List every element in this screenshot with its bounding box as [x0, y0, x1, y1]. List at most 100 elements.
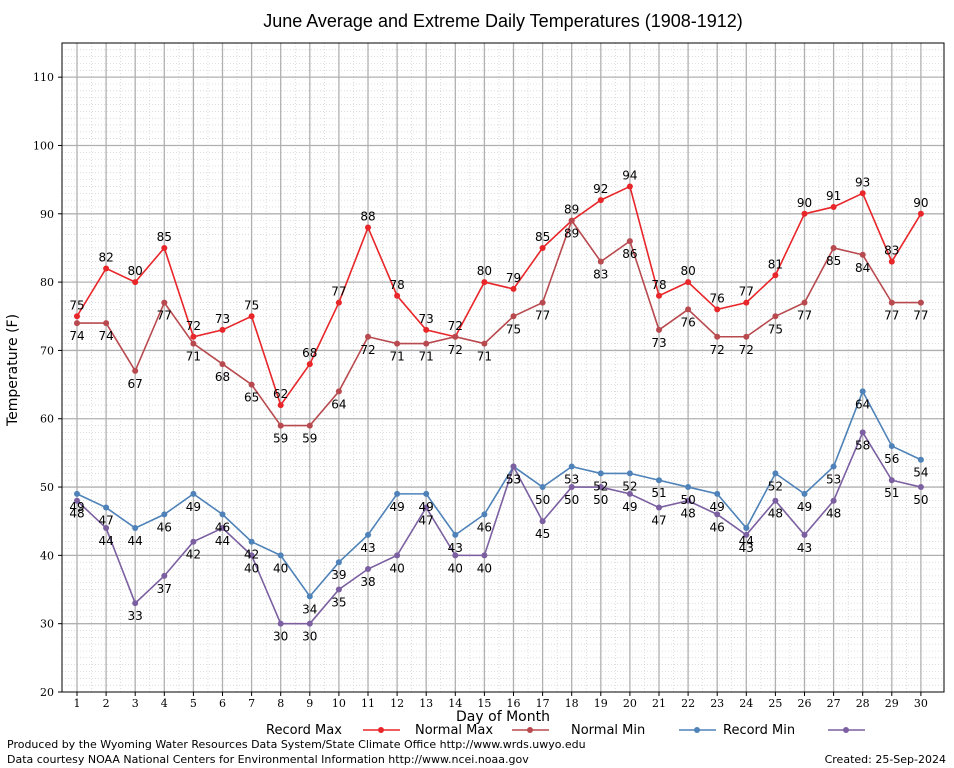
normal-max-data-label: 68	[215, 370, 230, 384]
x-tick-label: 26	[798, 697, 812, 710]
normal-max-data-label: 72	[710, 343, 725, 357]
normal-min-data-label: 49	[69, 500, 84, 514]
record-min-line	[76, 430, 922, 625]
normal-max-data-label: 71	[186, 350, 201, 364]
record-max-data-label: 75	[69, 298, 84, 312]
normal-min-point	[888, 443, 895, 450]
record-max-data-label: 77	[739, 285, 754, 299]
record-min-data-label: 37	[157, 582, 172, 596]
record-min-point	[132, 600, 139, 607]
record-min-point	[888, 477, 895, 484]
record-max-data-label: 89	[564, 203, 579, 217]
x-tick-label: 15	[477, 697, 491, 710]
normal-min-point	[917, 456, 924, 463]
normal-max-data-label: 59	[302, 432, 317, 446]
record-max-data-label: 92	[593, 182, 608, 196]
normal-max-point	[190, 340, 197, 347]
record-max-point	[888, 258, 895, 265]
x-tick-label: 25	[768, 697, 782, 710]
record-max-data-label: 85	[157, 230, 172, 244]
record-max-data-label: 68	[302, 346, 317, 360]
normal-max-data-label: 77	[884, 309, 899, 323]
normal-min-data-label: 34	[302, 602, 317, 616]
record-max-point	[685, 279, 692, 286]
record-max-point	[306, 361, 313, 368]
normal-max-point	[888, 299, 895, 306]
record-min-data-label: 48	[69, 507, 84, 521]
record-max-data-label: 73	[419, 312, 434, 326]
record-min-data-label: 40	[448, 561, 463, 575]
record-min-point	[161, 572, 168, 579]
x-tick-label: 14	[448, 697, 462, 710]
normal-min-data-label: 49	[419, 500, 434, 514]
record-max-point	[394, 292, 401, 299]
record-min-point	[365, 566, 371, 573]
record-min-data-label: 51	[884, 486, 899, 500]
normal-max-point	[568, 217, 575, 224]
plot-frame	[61, 42, 945, 693]
normal-min-point	[248, 538, 255, 545]
record-max-point	[277, 402, 284, 409]
record-min-data-label: 30	[302, 630, 317, 644]
normal-min-data-label: 46	[477, 520, 492, 534]
record-max-point	[626, 183, 633, 190]
normal-max-data-label: 71	[477, 350, 492, 364]
normal-min-data-label: 54	[913, 466, 928, 480]
record-min-data-label: 38	[360, 575, 375, 589]
normal-min-data-label: 44	[739, 534, 754, 548]
record-min-point	[335, 586, 342, 593]
record-max-legend-label: Record Max	[266, 723, 342, 738]
normal-min-point	[539, 484, 546, 491]
record-max-point	[830, 203, 837, 210]
record-max-data-label: 79	[506, 271, 521, 285]
y-tick-label: 100	[33, 139, 54, 152]
record-min-data-label: 49	[622, 500, 637, 514]
record-max-point	[481, 279, 488, 286]
normal-min-data-label: 52	[593, 479, 608, 493]
record-min-point	[190, 538, 197, 545]
record-max-legend-marker	[378, 727, 384, 733]
record-min-point	[510, 463, 517, 470]
record-max-point	[597, 197, 604, 204]
x-tick-label: 16	[507, 697, 521, 710]
x-tick-label: 22	[681, 697, 695, 710]
record-min-data-label: 40	[244, 561, 259, 575]
record-max-point	[714, 306, 721, 313]
record-max-point	[859, 190, 866, 197]
record-max-data-label: 72	[448, 319, 463, 333]
normal-max-data-label: 64	[331, 397, 346, 411]
record-min-data-label: 48	[768, 507, 783, 521]
normal-max-data-label: 74	[69, 329, 84, 343]
normal-min-data-label: 40	[273, 561, 288, 575]
record-max-data-label: 78	[651, 278, 666, 292]
record-max-data-label: 76	[710, 291, 725, 305]
x-tick-label: 11	[361, 697, 375, 710]
normal-min-data-label: 49	[797, 500, 812, 514]
record-max-point	[801, 210, 808, 217]
record-min-point	[423, 504, 430, 511]
record-min-data-label: 43	[739, 541, 754, 555]
normal-min-data-label: 46	[157, 520, 172, 534]
x-tick-label: 1	[74, 697, 81, 710]
normal-max-data-label: 83	[593, 268, 608, 282]
normal-max-data-label: 84	[855, 261, 870, 275]
x-tick-label: 18	[565, 697, 579, 710]
record-min-point	[394, 552, 401, 559]
normal-min-point	[772, 470, 779, 477]
record-min-point	[714, 511, 721, 518]
x-tick-label: 4	[161, 697, 168, 710]
normal-max-data-label: 72	[448, 343, 463, 357]
record-max-point	[335, 299, 342, 306]
normal-max-point	[714, 333, 721, 340]
record-max-data-label: 90	[797, 196, 812, 210]
normal-max-data-label: 74	[98, 329, 113, 343]
normal-max-data-label: 73	[651, 336, 666, 350]
record-max-point	[510, 285, 517, 292]
x-tick-label: 9	[306, 697, 313, 710]
normal-min-data-label: 53	[506, 473, 521, 487]
normal-max-data-label: 75	[768, 322, 783, 336]
record-max-data-label: 77	[331, 285, 346, 299]
normal-min-point	[714, 490, 721, 497]
y-tick-label: 30	[40, 618, 54, 631]
